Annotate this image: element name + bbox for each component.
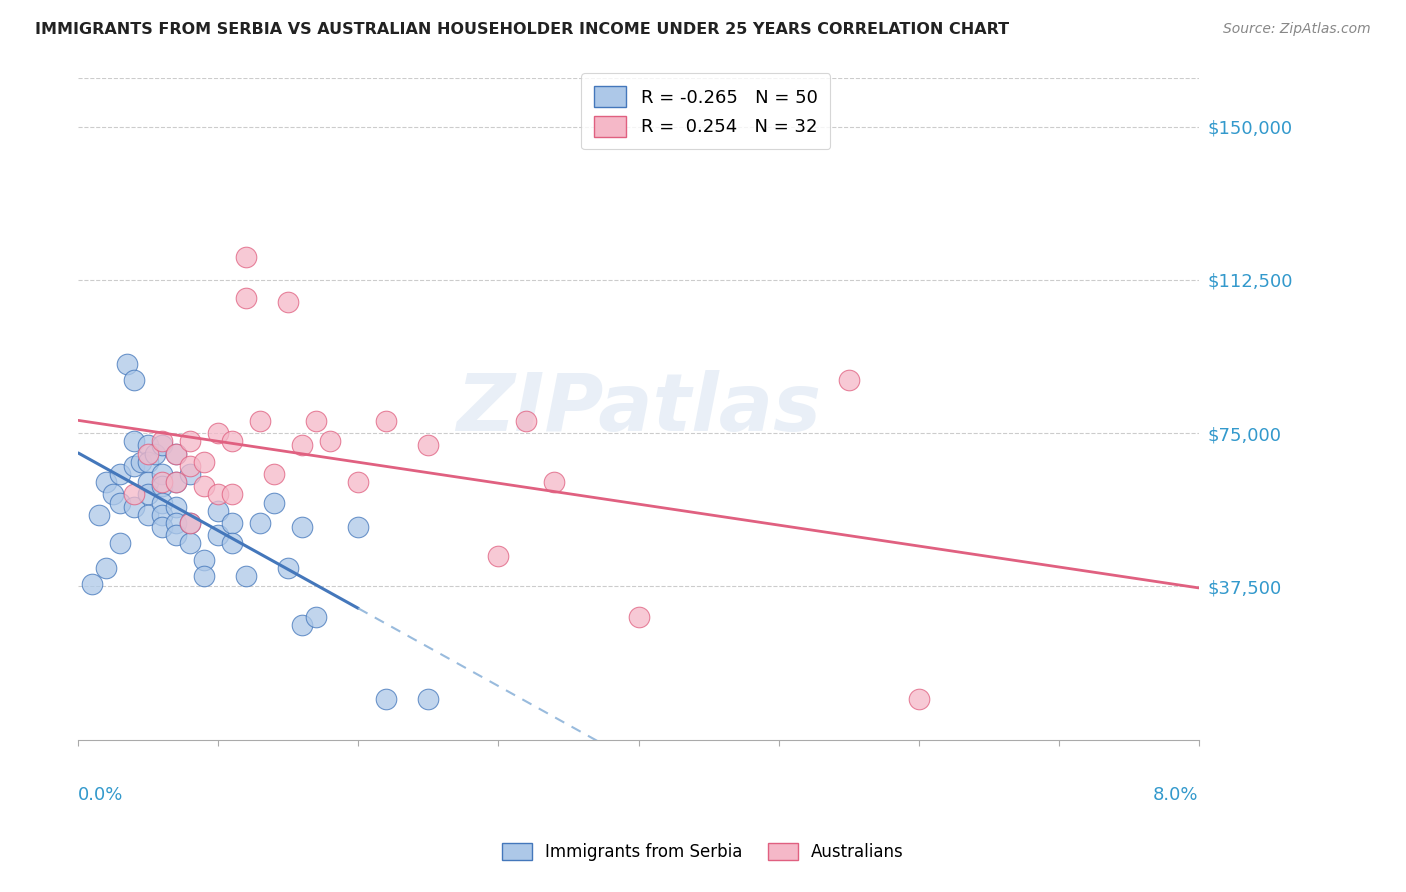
Point	[143, 446, 166, 460]
Point	[207, 487, 229, 501]
Point	[515, 414, 537, 428]
Point	[347, 520, 370, 534]
Point	[165, 528, 187, 542]
Point	[179, 458, 201, 473]
Point	[150, 438, 173, 452]
Point	[136, 455, 159, 469]
Point	[136, 475, 159, 490]
Point	[179, 536, 201, 550]
Point	[305, 414, 328, 428]
Text: IMMIGRANTS FROM SERBIA VS AUSTRALIAN HOUSEHOLDER INCOME UNDER 25 YEARS CORRELATI: IMMIGRANTS FROM SERBIA VS AUSTRALIAN HOU…	[35, 22, 1010, 37]
Point	[221, 536, 243, 550]
Point	[193, 569, 215, 583]
Point	[418, 691, 440, 706]
Point	[165, 446, 187, 460]
Legend: R = -0.265   N = 50, R =  0.254   N = 32: R = -0.265 N = 50, R = 0.254 N = 32	[581, 73, 831, 150]
Point	[124, 373, 146, 387]
Point	[110, 495, 132, 509]
Point	[150, 475, 173, 490]
Point	[110, 467, 132, 481]
Point	[136, 438, 159, 452]
Point	[418, 438, 440, 452]
Point	[305, 610, 328, 624]
Point	[235, 569, 257, 583]
Point	[249, 414, 271, 428]
Point	[207, 426, 229, 441]
Point	[193, 479, 215, 493]
Point	[150, 520, 173, 534]
Point	[221, 487, 243, 501]
Point	[124, 458, 146, 473]
Text: 8.0%: 8.0%	[1153, 786, 1199, 804]
Point	[110, 536, 132, 550]
Point	[165, 475, 187, 490]
Point	[207, 528, 229, 542]
Point	[907, 691, 929, 706]
Point	[179, 434, 201, 449]
Point	[124, 500, 146, 514]
Point	[150, 479, 173, 493]
Point	[193, 553, 215, 567]
Point	[165, 500, 187, 514]
Point	[124, 487, 146, 501]
Point	[277, 295, 299, 310]
Point	[235, 291, 257, 305]
Point	[277, 561, 299, 575]
Point	[96, 561, 118, 575]
Point	[136, 508, 159, 522]
Point	[263, 467, 285, 481]
Point	[627, 610, 650, 624]
Point	[291, 618, 314, 632]
Text: Source: ZipAtlas.com: Source: ZipAtlas.com	[1223, 22, 1371, 37]
Point	[150, 495, 173, 509]
Point	[207, 504, 229, 518]
Point	[375, 414, 398, 428]
Point	[291, 438, 314, 452]
Point	[347, 475, 370, 490]
Point	[136, 446, 159, 460]
Text: 0.0%: 0.0%	[79, 786, 124, 804]
Point	[838, 373, 860, 387]
Point	[375, 691, 398, 706]
Point	[165, 516, 187, 530]
Point	[193, 455, 215, 469]
Point	[117, 357, 139, 371]
Point	[488, 549, 510, 563]
Point	[96, 475, 118, 490]
Point	[124, 434, 146, 449]
Point	[221, 434, 243, 449]
Point	[82, 577, 104, 591]
Point	[179, 516, 201, 530]
Text: ZIPatlas: ZIPatlas	[456, 369, 821, 448]
Point	[543, 475, 565, 490]
Point	[129, 455, 152, 469]
Point	[221, 516, 243, 530]
Point	[179, 467, 201, 481]
Point	[263, 495, 285, 509]
Point	[150, 434, 173, 449]
Point	[179, 516, 201, 530]
Point	[235, 251, 257, 265]
Point	[165, 475, 187, 490]
Point	[319, 434, 342, 449]
Point	[150, 467, 173, 481]
Point	[89, 508, 111, 522]
Point	[150, 508, 173, 522]
Point	[136, 487, 159, 501]
Point	[165, 446, 187, 460]
Point	[249, 516, 271, 530]
Point	[291, 520, 314, 534]
Legend: Immigrants from Serbia, Australians: Immigrants from Serbia, Australians	[495, 836, 911, 868]
Point	[103, 487, 125, 501]
